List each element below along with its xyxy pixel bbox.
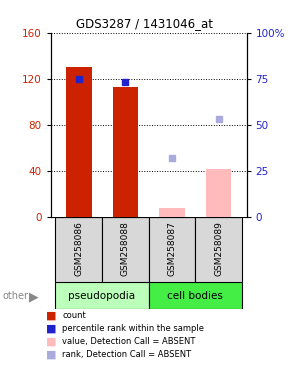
Text: GSM258087: GSM258087 bbox=[167, 221, 176, 276]
Bar bbox=[113, 87, 138, 217]
Text: GSM258089: GSM258089 bbox=[214, 221, 223, 276]
Bar bbox=[195, 217, 242, 282]
Text: percentile rank within the sample: percentile rank within the sample bbox=[62, 324, 204, 333]
Text: GSM258088: GSM258088 bbox=[121, 221, 130, 276]
Text: ▶: ▶ bbox=[28, 290, 38, 303]
Text: rank, Detection Call = ABSENT: rank, Detection Call = ABSENT bbox=[62, 350, 191, 359]
Text: ■: ■ bbox=[46, 350, 56, 360]
Text: value, Detection Call = ABSENT: value, Detection Call = ABSENT bbox=[62, 337, 196, 346]
Bar bbox=[66, 67, 92, 217]
Text: cell bodies: cell bodies bbox=[167, 291, 223, 301]
Text: pseudopodia: pseudopodia bbox=[68, 291, 136, 301]
Bar bbox=[55, 217, 102, 282]
Text: other: other bbox=[3, 291, 29, 301]
Bar bbox=[206, 169, 231, 217]
Bar bbox=[148, 282, 242, 309]
Bar bbox=[102, 217, 148, 282]
Bar bbox=[148, 217, 195, 282]
Text: ■: ■ bbox=[46, 337, 56, 347]
Text: ■: ■ bbox=[46, 324, 56, 334]
Text: count: count bbox=[62, 311, 86, 320]
Text: GDS3287 / 1431046_at: GDS3287 / 1431046_at bbox=[77, 17, 213, 30]
Bar bbox=[55, 282, 148, 309]
Text: GSM258086: GSM258086 bbox=[74, 221, 83, 276]
Bar bbox=[159, 208, 185, 217]
Text: ■: ■ bbox=[46, 311, 56, 321]
